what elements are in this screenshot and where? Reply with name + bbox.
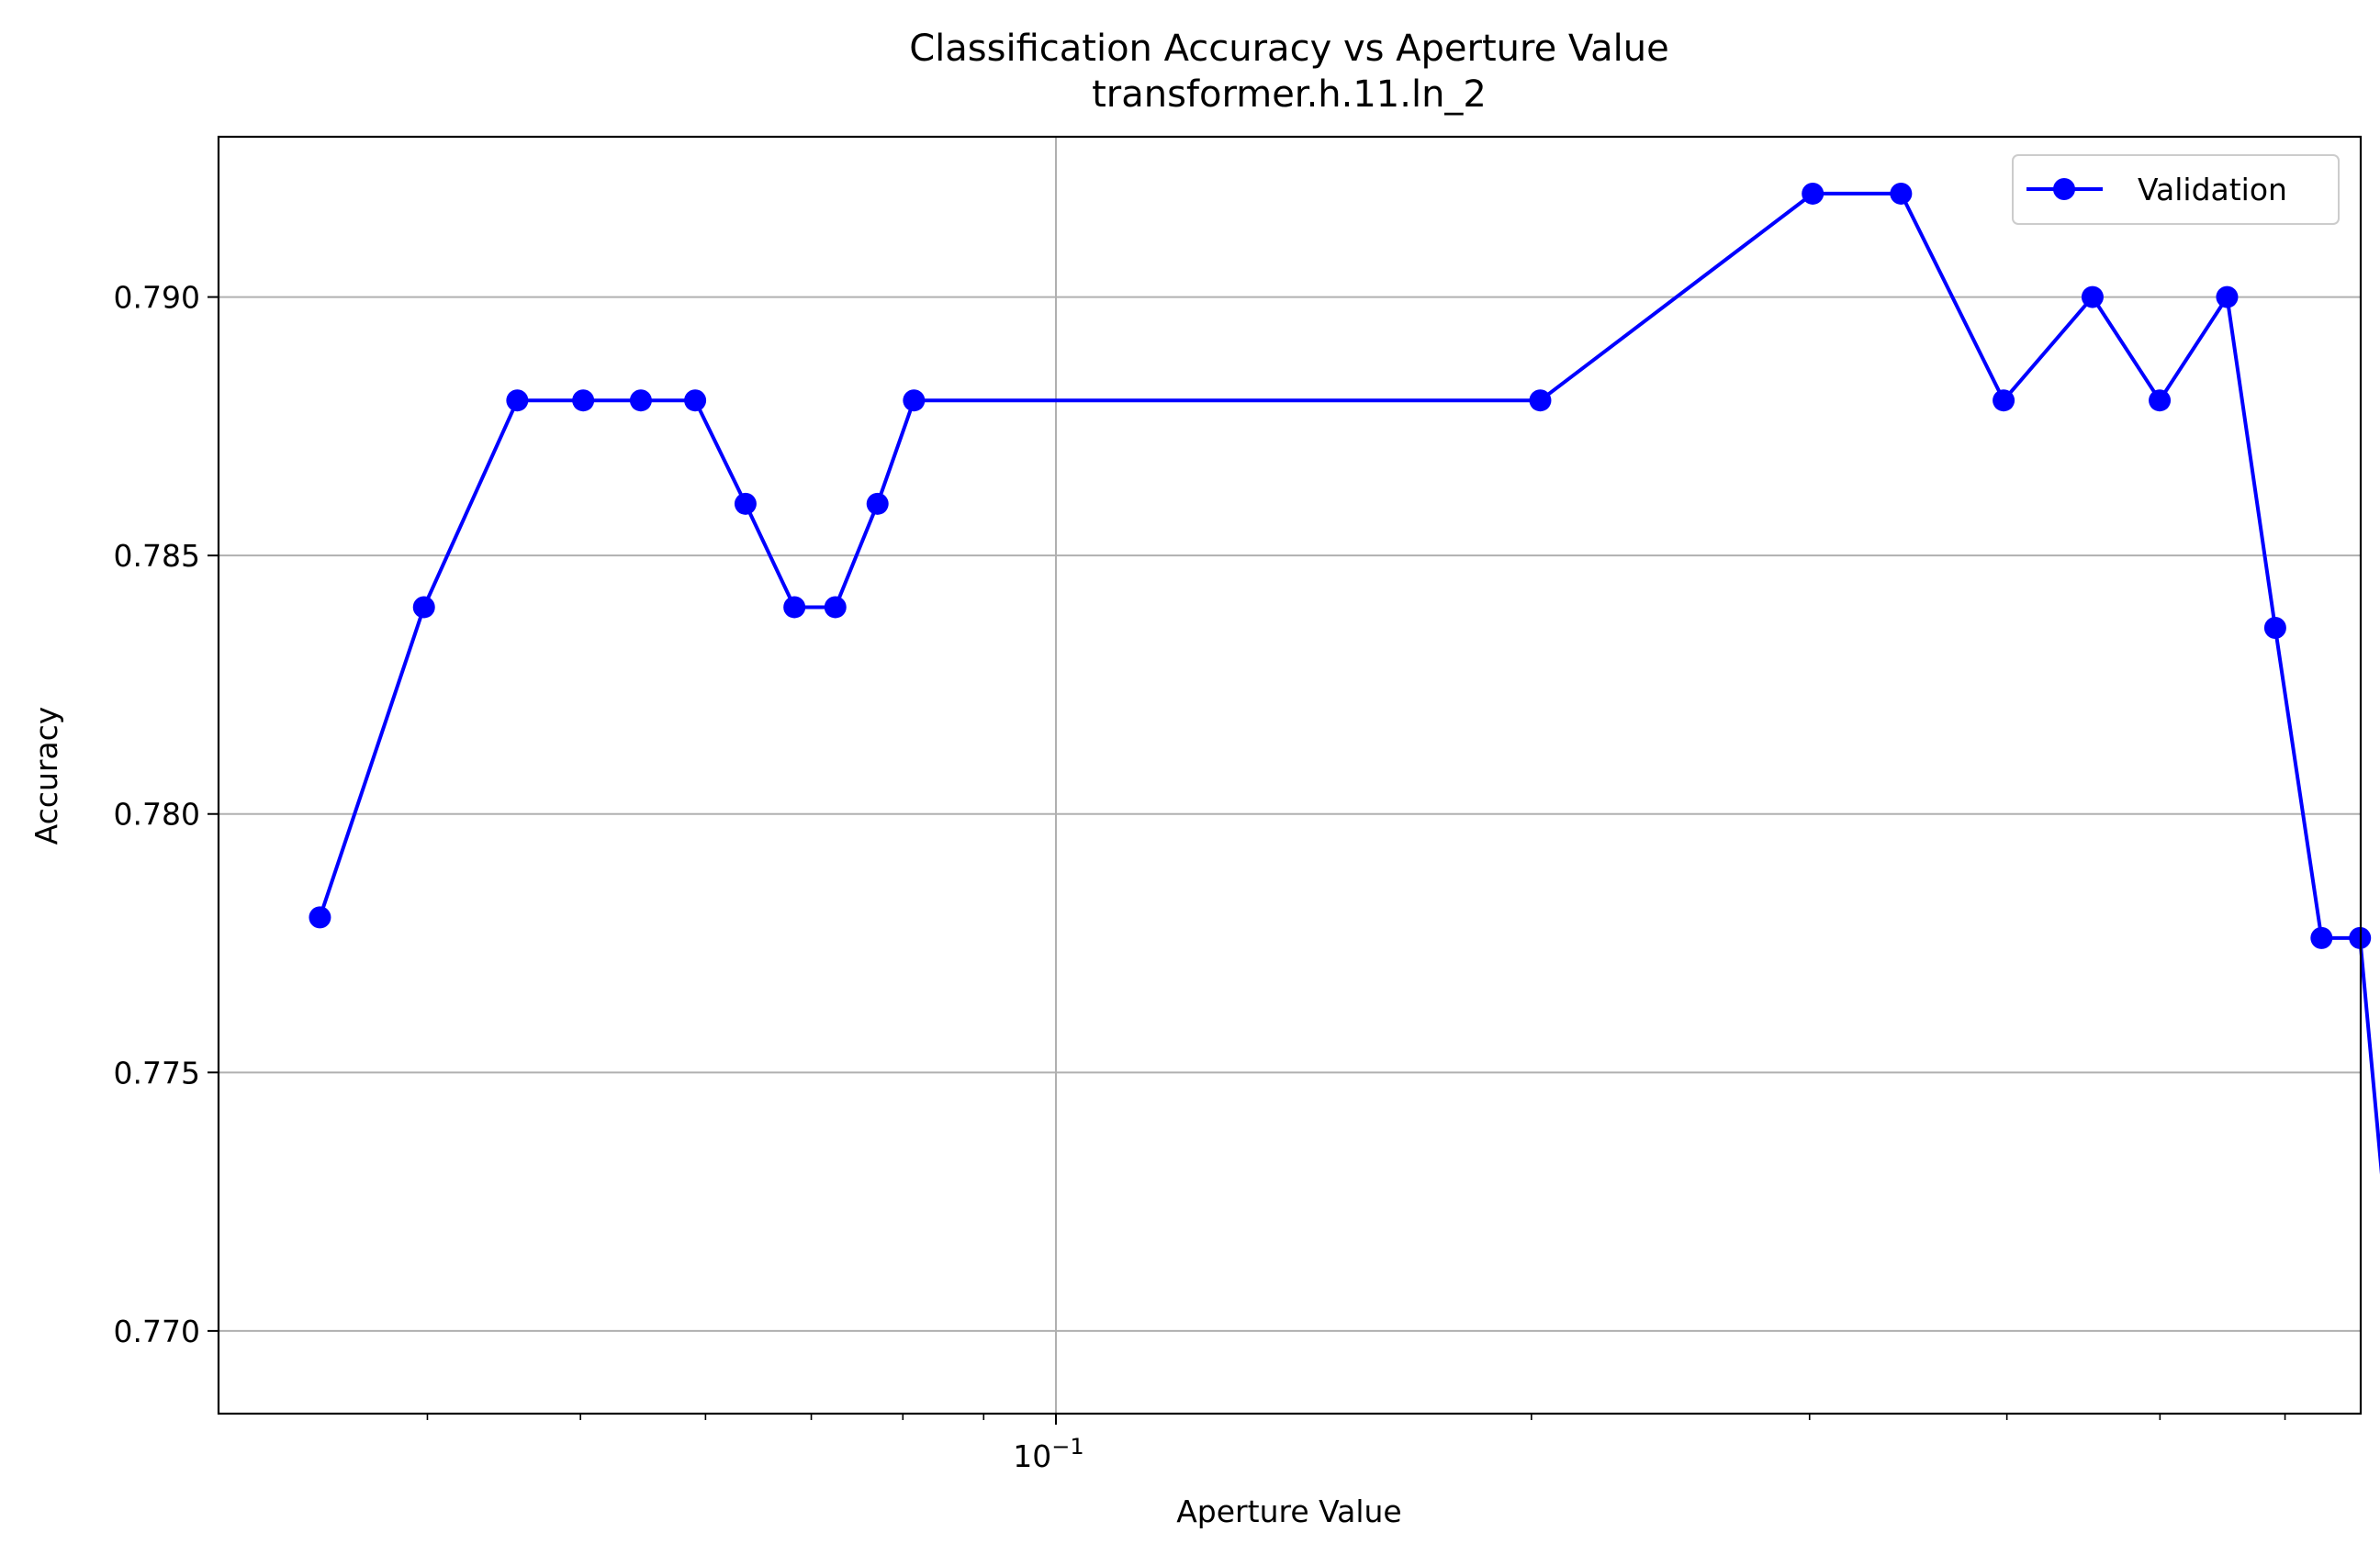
data-point (2216, 286, 2238, 308)
y-tick-label: 0.770 (114, 1314, 200, 1349)
y-tick-label: 0.790 (114, 280, 200, 316)
data-point (1993, 389, 2015, 411)
data-point (413, 596, 435, 618)
chart-title: Classification Accuracy vs Aperture Valu… (909, 28, 1669, 70)
y-tick-label: 0.780 (114, 797, 200, 833)
data-point (783, 596, 805, 618)
chart-subtitle: transformer.h.11.ln_2 (1092, 73, 1487, 116)
data-point (1529, 389, 1551, 411)
data-point (1890, 183, 1912, 205)
data-point (506, 389, 528, 411)
data-point (630, 389, 652, 411)
y-tick-label: 0.775 (114, 1055, 200, 1091)
data-point (735, 493, 757, 515)
x-axis-label: Aperture Value (1176, 1493, 1402, 1529)
data-point (2082, 286, 2104, 308)
legend-marker-swatch (2053, 178, 2075, 200)
y-tick-label: 0.785 (114, 538, 200, 574)
legend-label-validation: Validation (2138, 172, 2287, 207)
data-point (825, 596, 847, 618)
data-point (867, 493, 889, 515)
legend: Validation (2013, 155, 2339, 224)
data-point (2264, 617, 2286, 639)
data-point (309, 906, 331, 928)
data-point (2310, 927, 2332, 949)
y-axis-label: Accuracy (28, 707, 64, 845)
data-point (903, 389, 925, 411)
data-point (572, 389, 594, 411)
data-point (1802, 183, 1824, 205)
data-point (2149, 389, 2171, 411)
data-point (684, 389, 706, 411)
